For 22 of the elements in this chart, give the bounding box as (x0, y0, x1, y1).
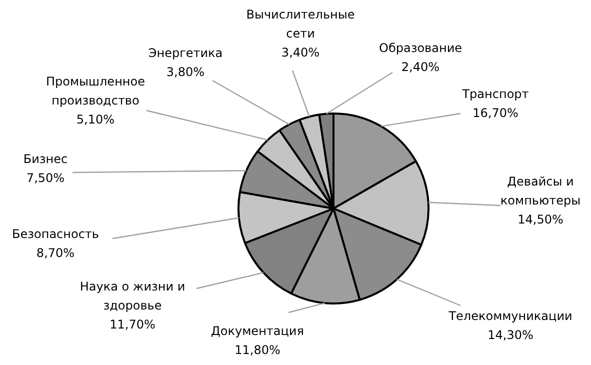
slice-label: Безопасность (12, 227, 99, 242)
slice-label: Промышленное производство (46, 74, 145, 108)
data-label: 16,70% (472, 106, 518, 120)
data-label: 3,40% (281, 45, 320, 60)
slice-label: Документация (211, 324, 304, 338)
data-label: 14,30% (488, 328, 534, 342)
slice-label: Вычислительные сети (246, 8, 355, 40)
data-label: 14,50% (518, 212, 564, 226)
data-label: 11,70% (110, 317, 156, 332)
data-label: 8,70% (36, 246, 75, 260)
slice-label: Девайсы и компьютеры (500, 174, 581, 208)
data-label: 5,10% (76, 112, 115, 126)
slice-label: Бизнес (23, 152, 68, 166)
slice-label: Наука о жизни и здоровье (80, 280, 186, 312)
data-label: 3,80% (166, 64, 205, 79)
data-label: 7,50% (26, 170, 65, 185)
slice-label: Образование (379, 41, 462, 56)
slice-label: Транспорт (461, 87, 529, 102)
slice-label: Энергетика (148, 46, 223, 60)
data-label: 11,80% (234, 342, 280, 357)
slice-label: Телекоммуникации (448, 309, 572, 324)
data-label: 2,40% (401, 60, 440, 74)
